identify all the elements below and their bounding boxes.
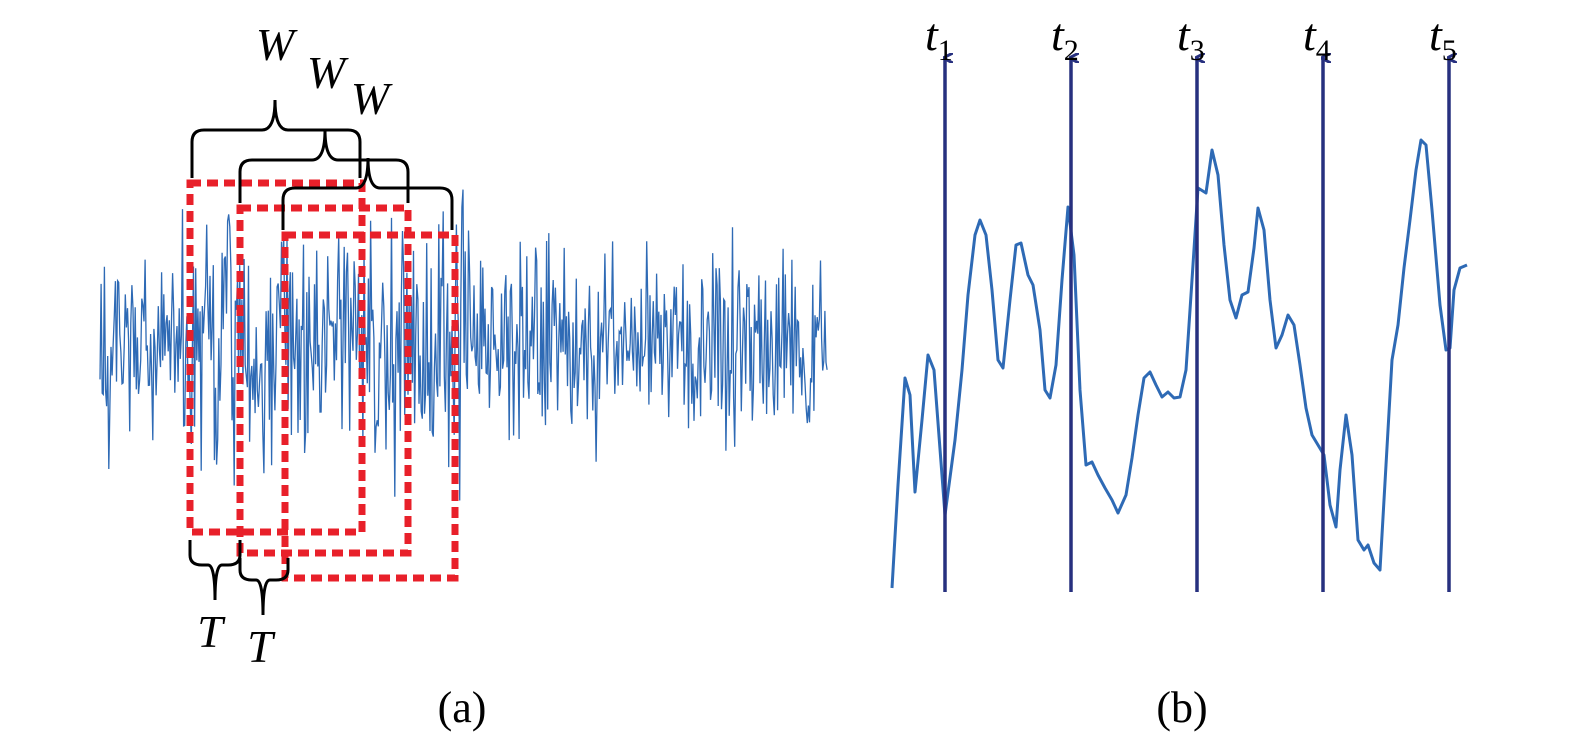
marker-subscript: 2: [1064, 34, 1079, 67]
marker-subscript: 1: [938, 34, 953, 67]
marker-symbol: t: [1177, 9, 1191, 60]
window-label: W: [307, 47, 349, 98]
marker-subscript: 5: [1442, 34, 1457, 67]
brace: [190, 99, 362, 178]
marker-subscript: 3: [1190, 34, 1205, 67]
arrows: t1 t2 t3 t4 t5: [925, 9, 1457, 592]
marker-label: t5: [1429, 9, 1457, 67]
marker-subscript: 4: [1316, 34, 1331, 67]
signal: [99, 189, 828, 501]
signal: [890, 138, 1468, 589]
brace: [238, 558, 290, 616]
window-box: [236, 204, 412, 557]
marker-label: t2: [1051, 9, 1079, 67]
brace: [188, 540, 242, 601]
marker-symbol: t: [1429, 9, 1443, 60]
marker-symbol: t: [1051, 9, 1065, 60]
marker-label: t1: [925, 9, 953, 67]
brace: [238, 129, 410, 203]
marker-symbol: t: [925, 9, 939, 60]
marker-label: t3: [1177, 9, 1205, 67]
step-label: T: [197, 606, 226, 657]
brace: [281, 157, 454, 230]
step-label: T: [247, 621, 276, 672]
panel-b: t1 t2 t3 t4 t5 (b): [890, 9, 1468, 732]
window-label: W: [351, 73, 393, 124]
caption: (a): [438, 683, 487, 732]
panel-a: W W W T T (a): [99, 19, 828, 732]
window-label: W: [256, 19, 298, 70]
marker-symbol: t: [1303, 9, 1317, 60]
marker-label: t4: [1303, 9, 1331, 67]
caption: (b): [1156, 683, 1207, 732]
window-box: [281, 231, 459, 582]
window-box: [186, 179, 366, 536]
